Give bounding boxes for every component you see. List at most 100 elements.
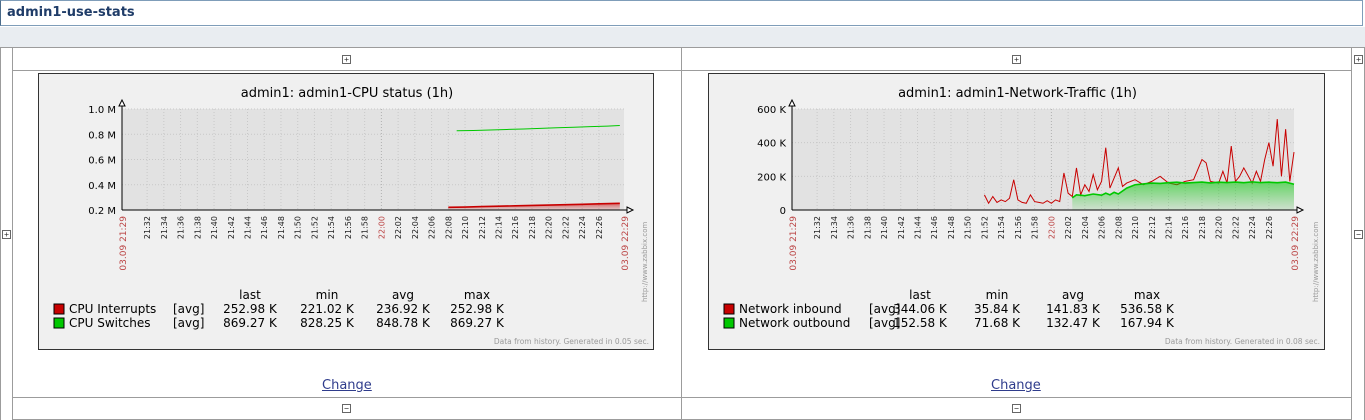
grid-line bbox=[12, 47, 13, 420]
watermark: http://www.zabbix.com bbox=[1312, 222, 1320, 302]
legend-series-name: Network inbound bbox=[739, 302, 842, 316]
x-tick-label: 22:02 bbox=[394, 216, 403, 239]
x-tick-label: 21:42 bbox=[897, 216, 906, 239]
y-tick-label: 0.4 M bbox=[88, 181, 116, 192]
legend-value: 35.84 K bbox=[974, 302, 1021, 316]
x-tick-label: 22:22 bbox=[561, 216, 570, 239]
legend-value: 848.78 K bbox=[376, 316, 431, 330]
y-tick-label: 0 bbox=[780, 206, 786, 217]
x-end-label: 03.09 22:29 bbox=[621, 216, 631, 271]
x-start-label: 03.09 21:29 bbox=[119, 216, 129, 271]
legend-func: [avg] bbox=[869, 316, 900, 330]
legend-value: 167.94 K bbox=[1120, 316, 1175, 330]
legend-value: 71.68 K bbox=[974, 316, 1021, 330]
legend-header: min bbox=[316, 288, 339, 302]
x-tick-label: 21:50 bbox=[964, 216, 973, 239]
x-tick-label: 21:48 bbox=[277, 216, 286, 239]
x-tick-label: 22:06 bbox=[428, 216, 437, 239]
add-row-top-right-button[interactable]: + bbox=[1012, 55, 1021, 64]
legend-func: [avg] bbox=[869, 302, 900, 316]
x-end-label: 03.09 22:29 bbox=[1291, 216, 1301, 271]
x-tick-label: 21:38 bbox=[193, 216, 202, 239]
add-column-left-button[interactable]: + bbox=[2, 230, 11, 239]
x-tick-label: 22:04 bbox=[1081, 216, 1090, 239]
x-tick-label: 21:56 bbox=[1014, 216, 1023, 239]
x-tick-label: 22:00 bbox=[377, 216, 386, 239]
legend-series-name: CPU Interrupts bbox=[69, 302, 156, 316]
add-corner-button[interactable]: + bbox=[1354, 55, 1363, 64]
series-line-1 bbox=[1071, 181, 1295, 199]
x-tick-label: 21:34 bbox=[160, 216, 169, 239]
add-row-top-left-button[interactable]: + bbox=[342, 55, 351, 64]
legend-series-name: CPU Switches bbox=[69, 316, 151, 330]
x-tick-label: 22:16 bbox=[1181, 216, 1190, 239]
remove-row-right-button[interactable]: − bbox=[1012, 404, 1021, 413]
x-tick-label: 21:54 bbox=[997, 216, 1006, 239]
x-tick-label: 22:04 bbox=[411, 216, 420, 239]
x-tick-label: 21:32 bbox=[143, 216, 152, 239]
x-tick-label: 21:52 bbox=[980, 216, 989, 239]
page-header: admin1-use-stats bbox=[0, 0, 1363, 26]
graph-footer: Data from history. Generated in 0.05 sec… bbox=[494, 337, 649, 346]
x-tick-label: 21:50 bbox=[294, 216, 303, 239]
grid-line bbox=[681, 47, 682, 420]
x-tick-label: 21:46 bbox=[260, 216, 269, 239]
legend-value: 869.27 K bbox=[223, 316, 278, 330]
y-tick-label: 0.2 M bbox=[88, 206, 116, 217]
legend-value: 252.98 K bbox=[223, 302, 278, 316]
cpu-status-graph[interactable]: admin1: admin1-CPU status (1h) 21:32 21:34… bbox=[38, 73, 654, 350]
x-tick-label: 22:26 bbox=[1265, 216, 1274, 239]
legend-swatch bbox=[723, 317, 735, 329]
change-graph-link[interactable]: Change bbox=[322, 378, 372, 393]
chart-canvas: admin1: admin1-CPU status (1h) 21:32 21:34… bbox=[53, 86, 649, 346]
y-axis-arrow bbox=[118, 98, 126, 107]
y-tick-label: 1.0 M bbox=[88, 105, 116, 116]
legend-value: 132.47 K bbox=[1046, 316, 1101, 330]
x-tick-label: 21:40 bbox=[210, 216, 219, 239]
series-line-0 bbox=[983, 119, 1295, 205]
legend-value: 141.83 K bbox=[1046, 302, 1101, 316]
x-start-label: 03.09 21:29 bbox=[789, 216, 799, 271]
x-tick-label: 21:34 bbox=[830, 216, 839, 239]
series-line-0 bbox=[448, 202, 620, 209]
y-tick-label: 200 K bbox=[757, 172, 786, 183]
x-tick-label: 22:12 bbox=[1148, 216, 1157, 239]
grid-line bbox=[12, 397, 1352, 398]
x-tick-label: 21:40 bbox=[880, 216, 889, 239]
network-traffic-graph[interactable]: admin1: admin1-Network-Traffic (1h) 21:32… bbox=[708, 73, 1325, 350]
x-tick-label: 22:14 bbox=[495, 216, 504, 239]
x-tick-label: 22:24 bbox=[1248, 216, 1257, 239]
x-axis-arrow bbox=[1296, 206, 1305, 214]
x-tick-label: 21:32 bbox=[813, 216, 822, 239]
x-tick-label: 21:46 bbox=[930, 216, 939, 239]
y-tick-label: 400 K bbox=[757, 139, 786, 150]
x-tick-label: 22:10 bbox=[1131, 216, 1140, 239]
plot-area bbox=[122, 109, 624, 210]
x-tick-label: 21:44 bbox=[244, 216, 253, 239]
x-tick-label: 22:20 bbox=[1215, 216, 1224, 239]
legend-value: 536.58 K bbox=[1120, 302, 1175, 316]
x-tick-label: 22:14 bbox=[1165, 216, 1174, 239]
x-tick-label: 21:36 bbox=[177, 216, 186, 239]
x-tick-label: 21:54 bbox=[327, 216, 336, 239]
x-tick-label: 22:24 bbox=[578, 216, 587, 239]
remove-row-left-button[interactable]: − bbox=[342, 404, 351, 413]
series-area-1 bbox=[1072, 181, 1294, 210]
legend-value: 869.27 K bbox=[450, 316, 505, 330]
x-tick-label: 22:00 bbox=[1047, 216, 1056, 239]
legend-value: 344.06 K bbox=[893, 302, 948, 316]
x-tick-label: 21:38 bbox=[863, 216, 872, 239]
y-axis-arrow bbox=[788, 98, 796, 107]
legend-header: max bbox=[464, 288, 490, 302]
legend-swatch bbox=[723, 303, 735, 315]
x-tick-label: 22:20 bbox=[545, 216, 554, 239]
legend-header: min bbox=[986, 288, 1009, 302]
change-graph-link[interactable]: Change bbox=[991, 378, 1041, 393]
remove-column-right-button[interactable]: − bbox=[1354, 230, 1363, 239]
legend-value: 221.02 K bbox=[300, 302, 355, 316]
chart-title: admin1: admin1-Network-Traffic (1h) bbox=[898, 86, 1137, 101]
x-tick-label: 22:12 bbox=[478, 216, 487, 239]
header-band bbox=[0, 27, 1365, 47]
grid-line bbox=[1351, 47, 1352, 420]
x-tick-label: 22:16 bbox=[511, 216, 520, 239]
